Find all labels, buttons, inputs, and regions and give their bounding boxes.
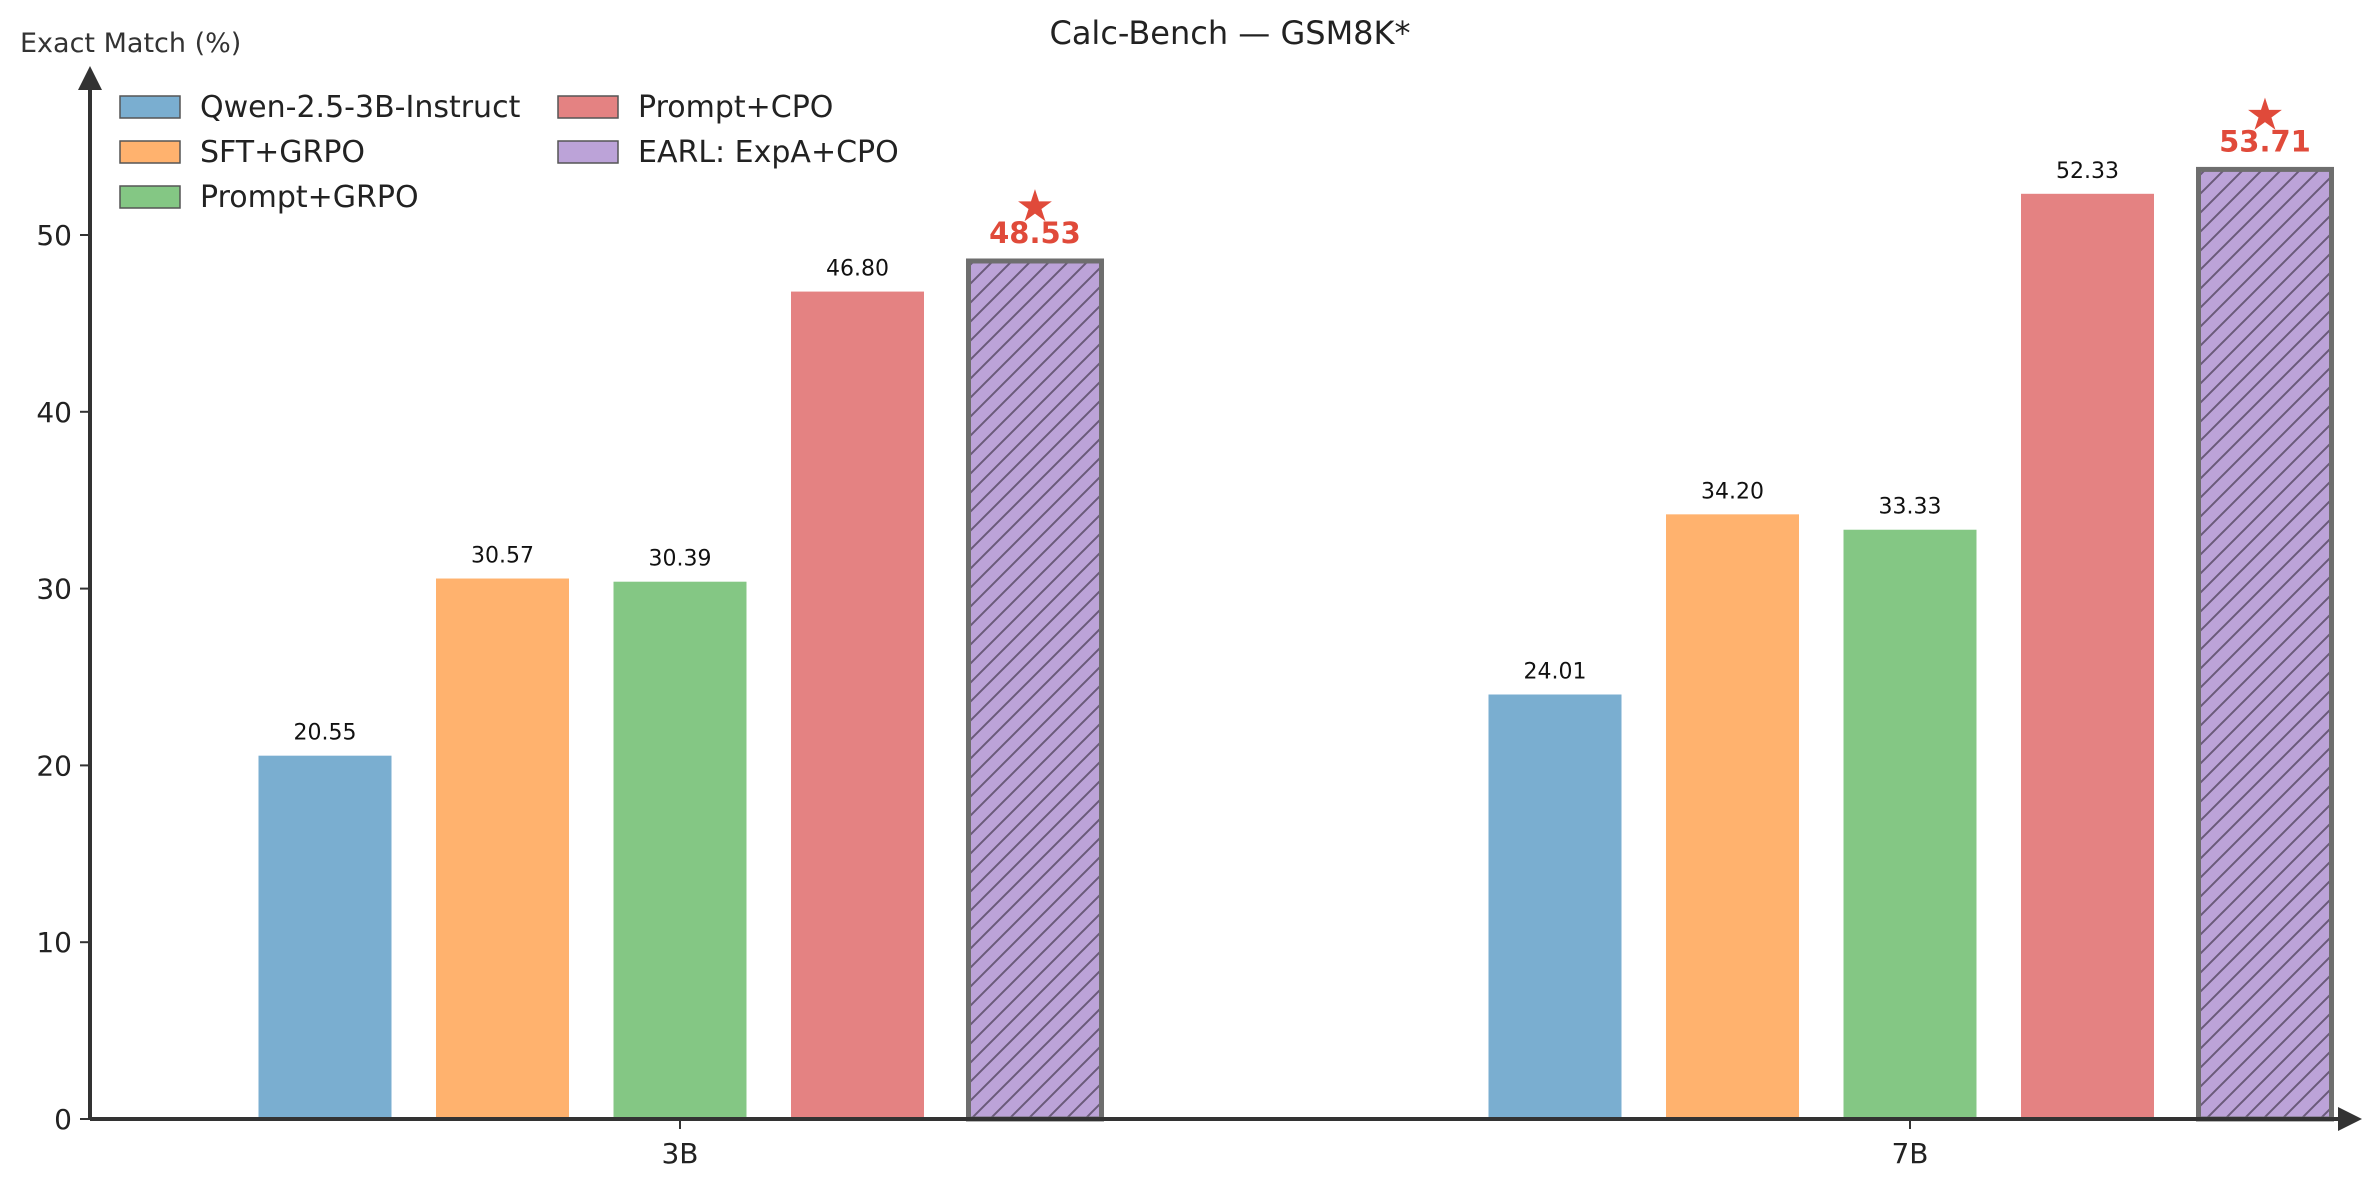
highlight-star-icon: ★: [1015, 181, 1054, 232]
bar-4-3B: [966, 258, 1104, 1122]
legend-swatch: [119, 140, 181, 164]
bars-layer: [258, 166, 2334, 1122]
highlight-star-icon: ★: [2245, 89, 2284, 140]
y-axis-label: Exact Match (%): [20, 28, 241, 59]
y-tick-label: 10: [36, 926, 72, 959]
y-tick-label: 50: [36, 219, 72, 252]
value-label: 20.55: [294, 721, 357, 746]
bar-3-7B: [2021, 193, 2154, 1119]
bar-2-7B: [1843, 529, 1977, 1119]
x-tick-label-7B: 7B: [1891, 1137, 1928, 1170]
y-tick-label: 40: [36, 396, 72, 429]
bar-0-3B: [258, 755, 392, 1119]
chart-title: Calc-Bench — GSM8K*: [1049, 14, 1410, 52]
value-label: 30.39: [649, 547, 712, 572]
bar-4-7B: [2196, 166, 2334, 1122]
bar-1-3B: [436, 578, 569, 1119]
bar-2-3B: [613, 581, 747, 1119]
y-tick-label: 0: [54, 1103, 72, 1136]
y-tick-label: 30: [36, 573, 72, 606]
y-tick-label: 20: [36, 749, 72, 782]
x-ticks-layer: 3B 7B: [661, 1119, 1929, 1170]
value-label: 33.33: [1879, 495, 1942, 520]
value-label: 34.20: [1701, 479, 1764, 504]
bar-3-3B: [791, 291, 924, 1119]
legend-swatch: [119, 95, 181, 119]
legend-swatch: [119, 185, 181, 209]
value-label: 24.01: [1524, 660, 1587, 685]
y-ticks-layer: 0 10 20 30 40 50: [36, 219, 90, 1136]
legend-label: SFT+GRPO: [200, 135, 365, 170]
legend-label: Qwen-2.5-3B-Instruct: [200, 90, 521, 125]
legend: Qwen-2.5-3B-Instruct SFT+GRPO Prompt+GRPO P…: [119, 90, 899, 215]
legend-label: Prompt+GRPO: [200, 180, 419, 215]
value-label: 30.57: [471, 544, 534, 569]
bar-0-7B: [1488, 694, 1622, 1119]
legend-swatch: [557, 95, 619, 119]
value-label: 46.80: [826, 257, 889, 282]
x-tick-label-3B: 3B: [661, 1137, 698, 1170]
value-label: 52.33: [2056, 159, 2119, 184]
value-label-highlight: 53.71: [2219, 124, 2311, 158]
legend-label: Prompt+CPO: [638, 90, 833, 125]
value-labels-layer: 20.55 24.01 30.57 34.20 30.39 33.33 46.80 52.33…: [294, 89, 2311, 745]
legend-swatch: [557, 140, 619, 164]
value-label-highlight: 48.53: [989, 216, 1081, 250]
legend-label: EARL: ExpA+CPO: [638, 135, 899, 170]
bar-1-7B: [1666, 514, 1799, 1119]
